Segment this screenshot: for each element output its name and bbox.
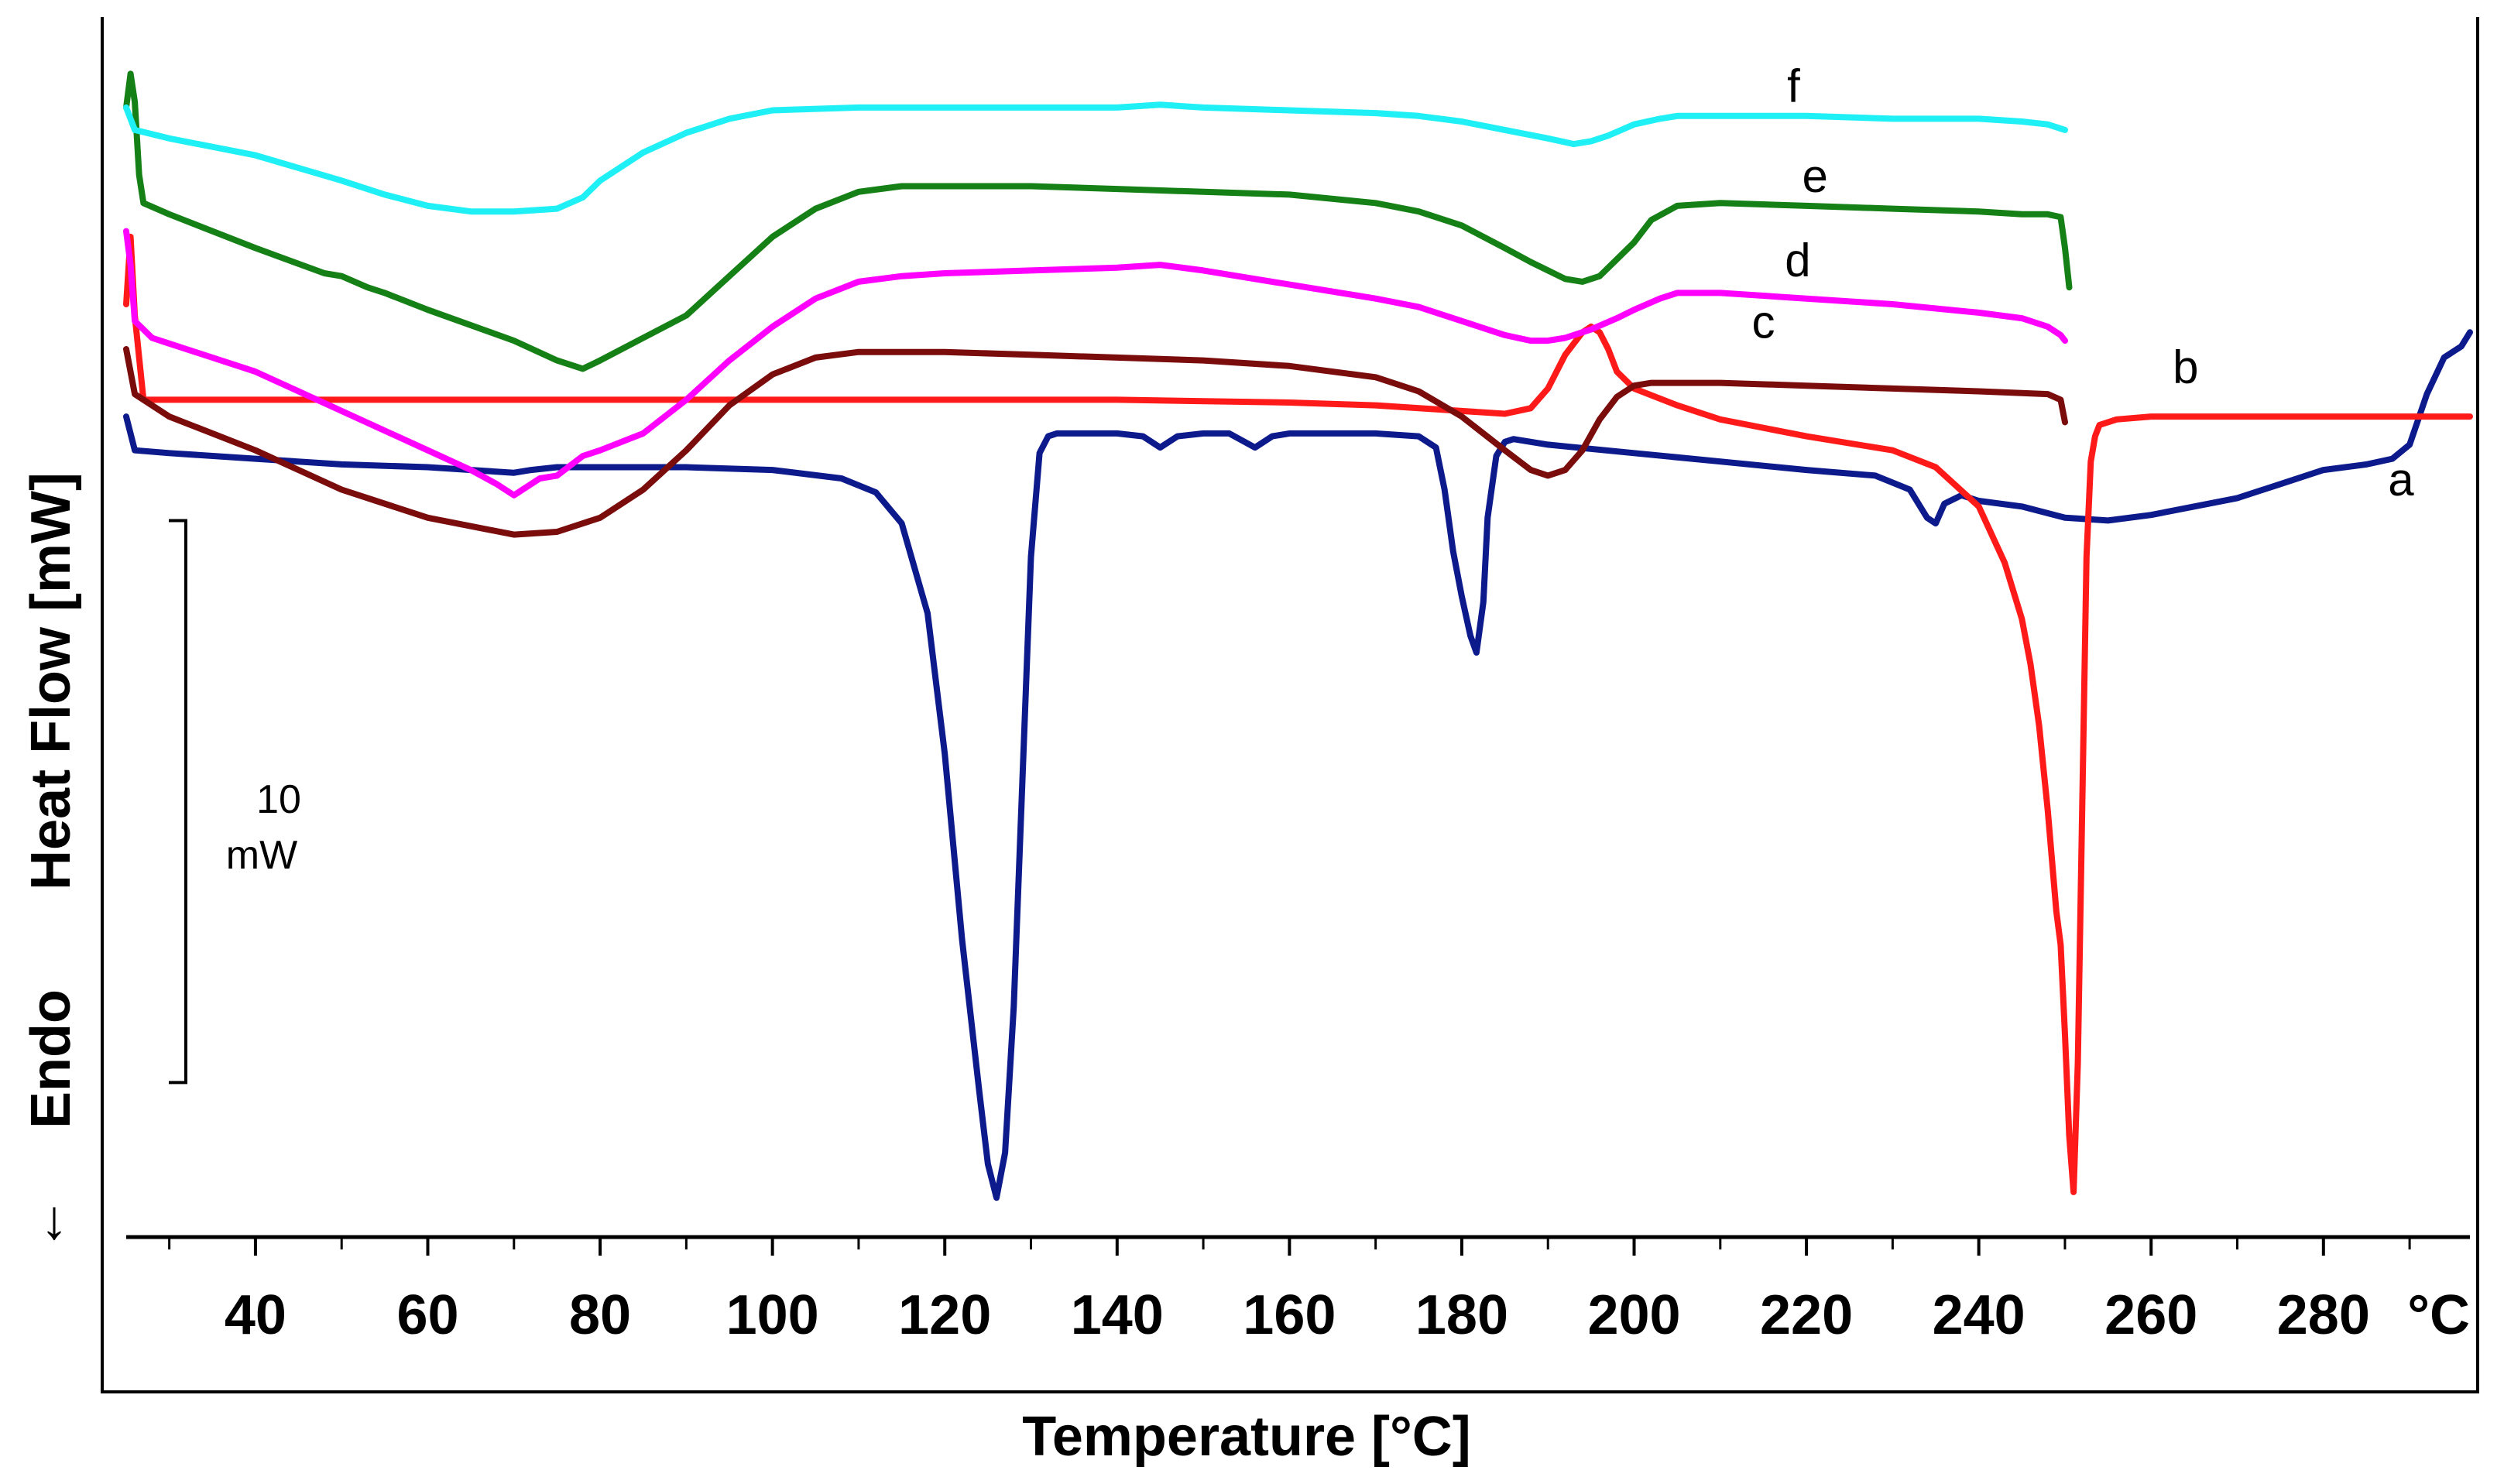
curve-e [123,70,2073,372]
x-tick-label: 60 [396,1284,458,1346]
curve-label-f: f [1787,60,1800,112]
curve-f [123,101,2068,215]
x-tick-label: 200 [1587,1284,1680,1346]
x-tick-label: 140 [1071,1284,1164,1346]
scale-bar-unit: mW [226,833,297,878]
x-axis-title: Temperature [°C] [1022,1406,1471,1468]
curve-a [123,329,2473,1201]
scale-bar-value: 10 [256,777,301,822]
curve-label-a: a [2388,454,2414,506]
x-tick-label: 80 [569,1284,631,1346]
x-tick-label: 120 [898,1284,991,1346]
endo-arrow-icon: ↓ [40,1189,68,1251]
x-tick-label: 240 [1933,1284,2025,1346]
x-tick-label: 280 [2277,1284,2370,1346]
x-tick-label: 220 [1760,1284,1853,1346]
curve-label-e: e [1803,150,1828,202]
x-tick-label: 180 [1415,1284,1508,1346]
x-tick-label: 260 [2104,1284,2197,1346]
x-tick-label: 100 [726,1284,819,1346]
curves [123,70,2473,1201]
x-tick-label: 160 [1243,1284,1336,1346]
curve-label-d: d [1785,235,1810,286]
scale-bar: 10 mW [169,519,301,1085]
y-axis-title: Heat Flow [mW] [20,472,82,890]
y-axis-endo-label: Endo [20,989,82,1129]
x-axis-unit-label: °C [2407,1284,2470,1346]
curve-label-b: b [2173,341,2198,393]
curve-d [123,228,2068,499]
curve-c [123,346,2068,538]
x-axis-ticks [168,1237,2411,1256]
x-tick-label: 40 [225,1284,286,1346]
curve-b [123,233,2473,1195]
x-axis-tick-labels: 40 60 80 100 120 140 160 180 200 220 240 260 280 [225,1284,2370,1346]
curve-label-c: c [1751,296,1775,348]
